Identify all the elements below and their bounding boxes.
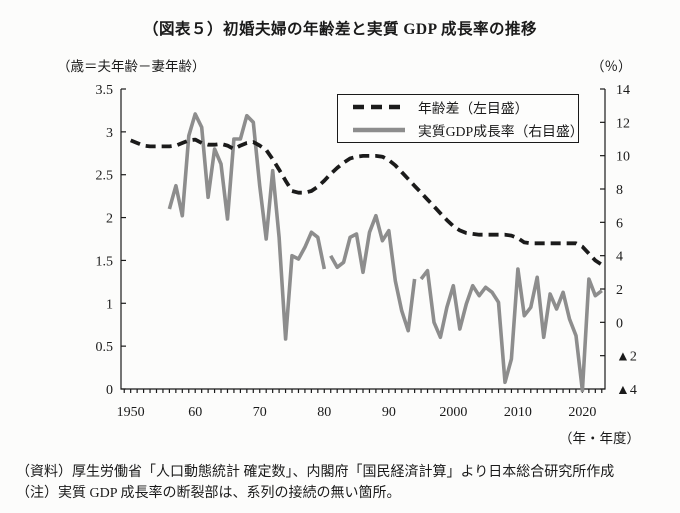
chart-legend: 年齢差（左目盛） 実質GDP成長率（右目盛）	[337, 94, 584, 143]
tick-label: ▲4	[616, 383, 637, 398]
tick-label: 14	[616, 83, 630, 98]
tick-label: 80	[317, 405, 331, 420]
tick-label: 10	[616, 150, 630, 165]
left-axis-unit-label: （歳＝夫年齢－妻年齢）	[57, 59, 206, 74]
tick-label: 1950	[117, 405, 145, 420]
tick-label: 2	[106, 212, 113, 227]
x-axis-unit-label: （年・年度）	[559, 431, 640, 446]
axis-tick-labels: 3.5 3 2.5 2 1.5 1 0.5 0 14 12 10 8 6 4 2 0 ▲2 ▲4 1950 60 70 8…	[96, 83, 637, 420]
tick-label: 90	[382, 405, 396, 420]
tick-label: 2.5	[96, 169, 114, 184]
tick-label: 8	[616, 183, 623, 198]
tick-label: 0	[616, 316, 623, 331]
legend-label-gdp-growth: 実質GDP成長率（右目盛）	[418, 123, 584, 139]
gdp-growth-solid-line-key-icon	[353, 127, 405, 132]
gdp-growth-series-line	[167, 112, 327, 341]
gdp-growth-series-line	[329, 213, 417, 333]
legend-item-gdp-growth: 実質GDP成長率（右目盛）	[351, 120, 584, 140]
tick-label: 0.5	[96, 340, 114, 355]
tick-label: 2	[616, 283, 623, 298]
footnote: （注）実質 GDP 成長率の断裂部は、系列の接続の無い箇所。	[16, 486, 401, 501]
axes	[120, 88, 606, 393]
tick-label: 60	[188, 405, 202, 420]
tick-label: 3	[106, 126, 113, 141]
chart-title: （図表５）初婚夫婦の年齢差と実質 GDP 成長率の推移	[142, 21, 538, 38]
legend-label-age-gap: 年齢差（左目盛）	[418, 101, 529, 117]
gdp-growth-series-line	[419, 267, 603, 393]
tick-label: 2020	[568, 405, 596, 420]
tick-label: 0	[106, 383, 113, 398]
age-gap-dashed-line-key-icon	[353, 105, 405, 110]
tick-label: 12	[616, 116, 630, 131]
tick-label: 2010	[504, 405, 532, 420]
legend-item-age-gap: 年齢差（左目盛）	[351, 97, 578, 117]
age-gap-series-line	[129, 137, 603, 267]
tick-label: ▲2	[616, 350, 637, 365]
right-axis-unit-label: （％）	[591, 59, 632, 74]
tick-label: 4	[616, 250, 623, 265]
tick-label: 6	[616, 216, 623, 231]
tick-label: 70	[253, 405, 267, 420]
tick-label: 3.5	[96, 83, 114, 98]
tick-label: 2000	[439, 405, 467, 420]
source-note: （資料）厚生労働省「人口動態統計 確定数」、内閣府「国民経済計算」より日本総合研…	[16, 465, 615, 480]
tick-label: 1.5	[96, 254, 114, 269]
tick-label: 1	[106, 297, 113, 312]
